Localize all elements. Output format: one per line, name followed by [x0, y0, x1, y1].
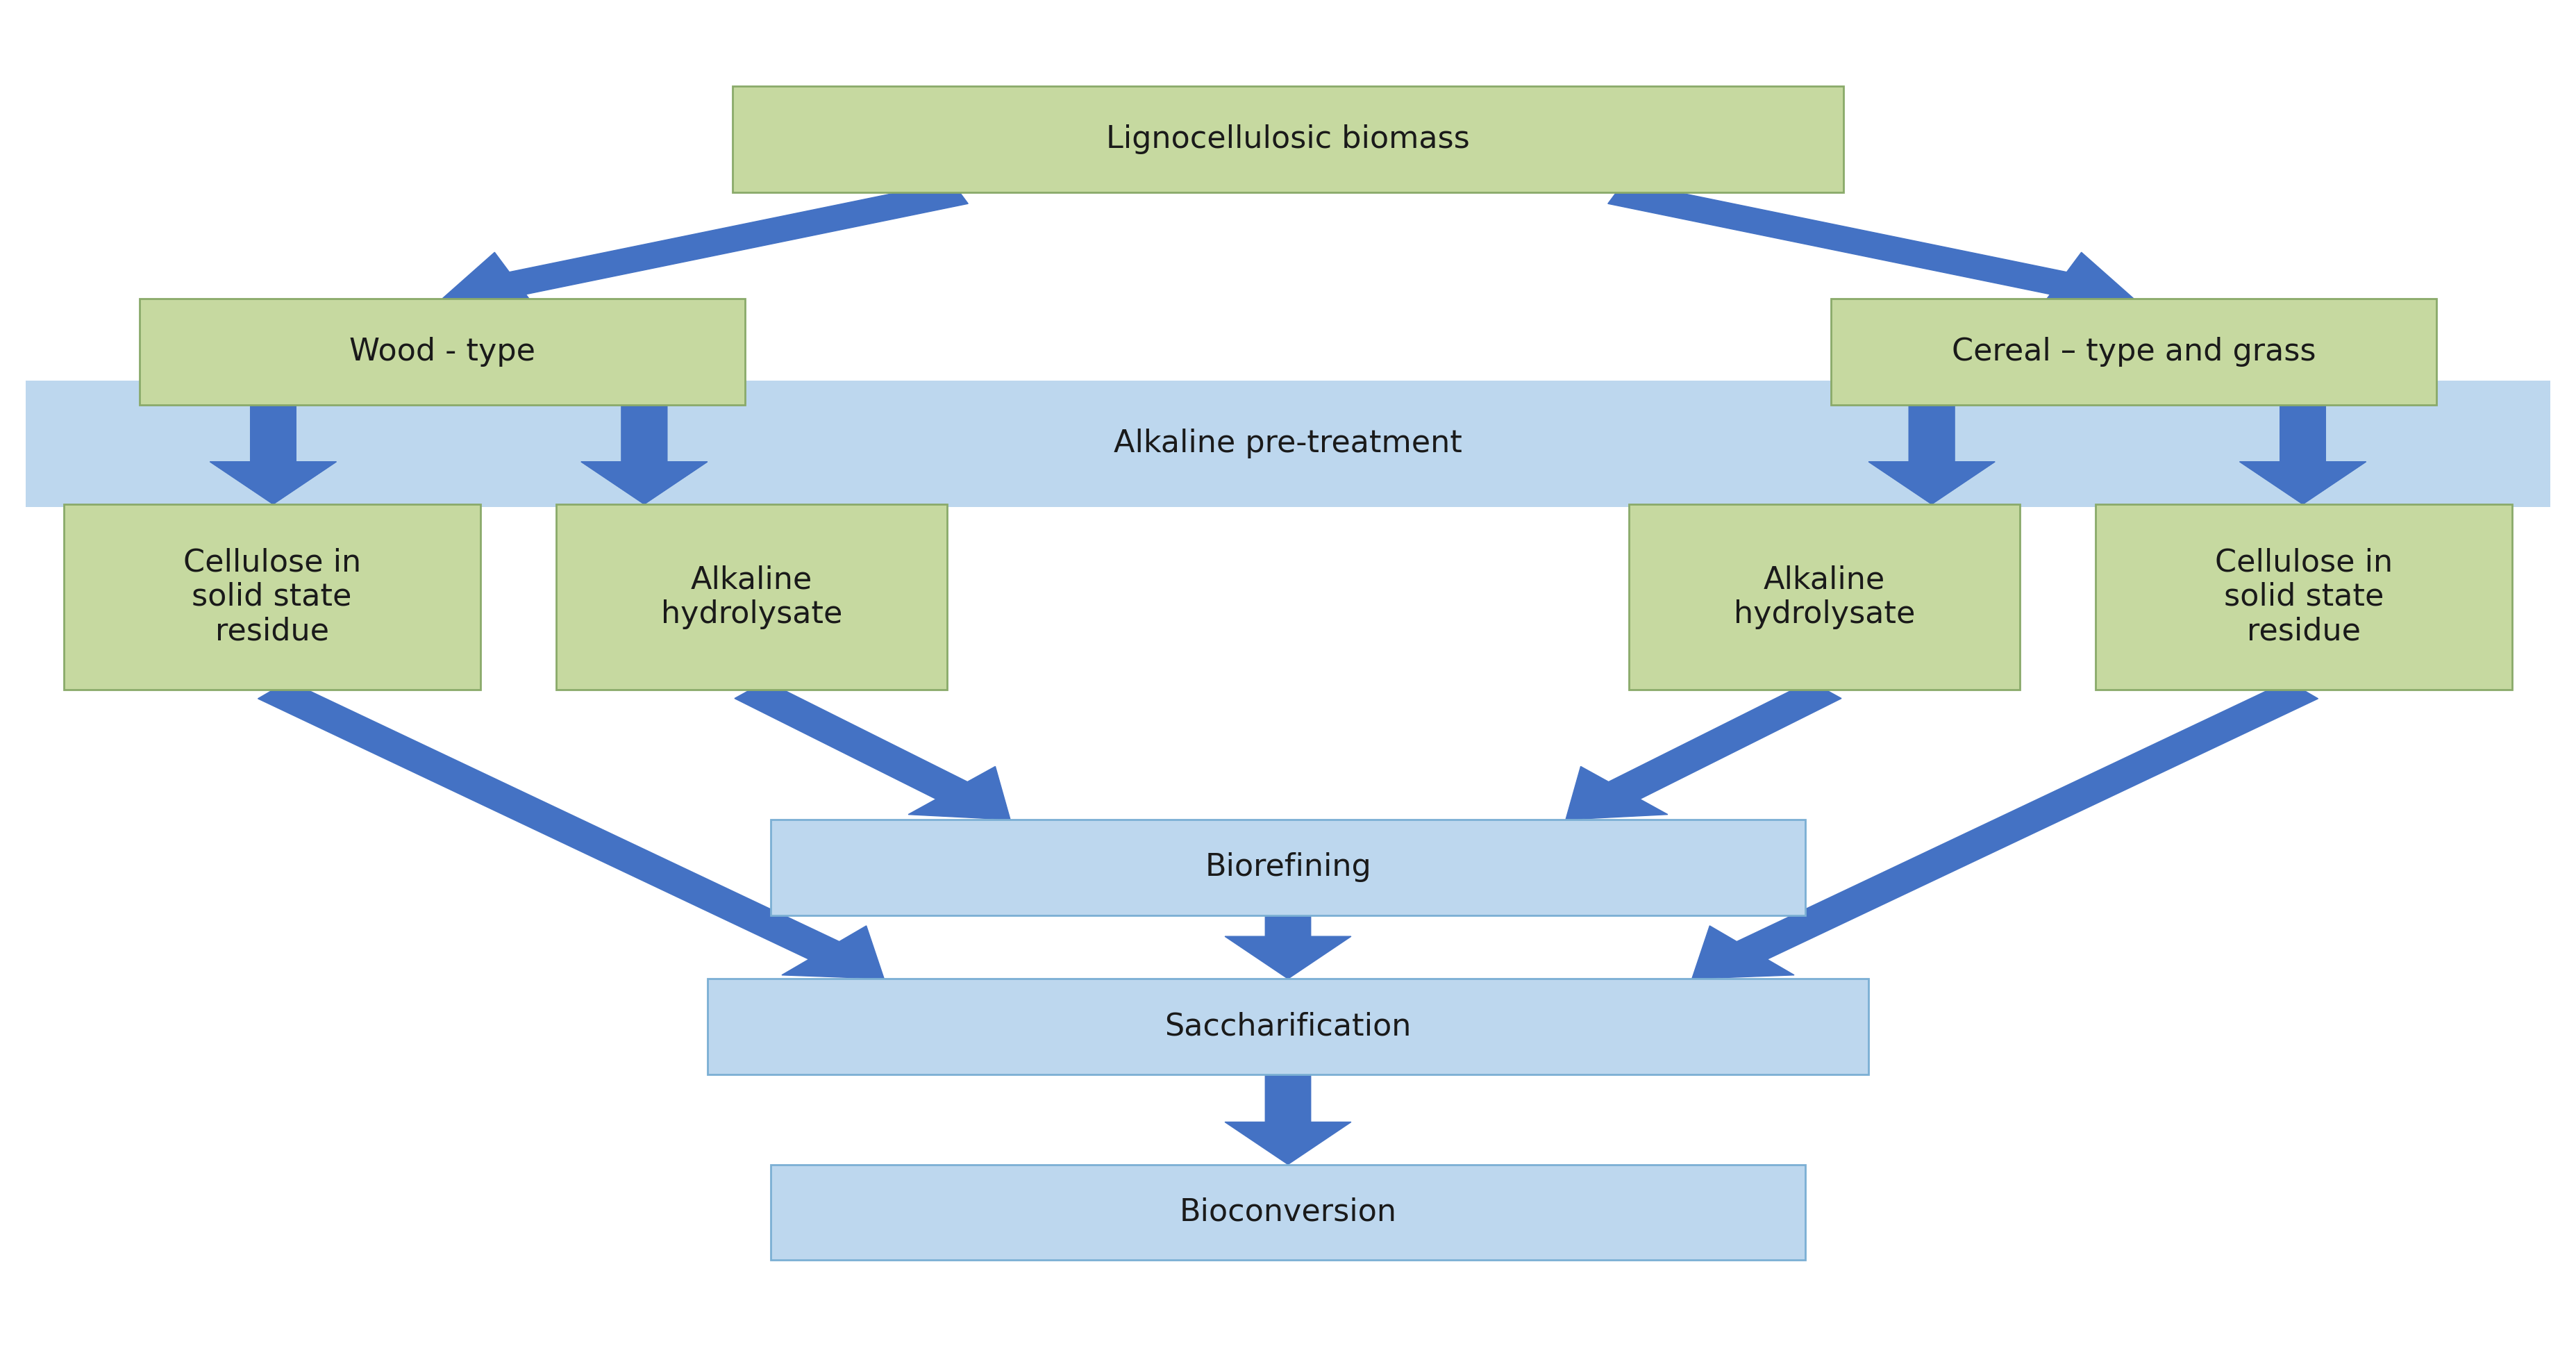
FancyArrow shape	[1868, 380, 1994, 505]
FancyArrow shape	[258, 681, 884, 978]
FancyArrow shape	[1226, 1074, 1352, 1165]
FancyArrow shape	[734, 681, 1010, 820]
FancyBboxPatch shape	[26, 380, 2550, 507]
FancyBboxPatch shape	[556, 505, 948, 690]
FancyArrow shape	[211, 380, 337, 505]
FancyBboxPatch shape	[2097, 505, 2512, 690]
FancyArrow shape	[1692, 681, 2318, 978]
FancyBboxPatch shape	[708, 978, 1868, 1074]
FancyArrow shape	[582, 405, 708, 505]
FancyBboxPatch shape	[1832, 299, 2437, 405]
Text: Alkaline
hydrolysate: Alkaline hydrolysate	[662, 564, 842, 629]
FancyBboxPatch shape	[139, 299, 744, 405]
FancyArrow shape	[1226, 915, 1352, 978]
FancyArrow shape	[1566, 681, 1842, 820]
Text: Biorefining: Biorefining	[1206, 852, 1370, 882]
FancyArrow shape	[582, 380, 708, 505]
FancyArrow shape	[211, 405, 337, 505]
FancyArrow shape	[443, 181, 969, 314]
Text: Saccharification: Saccharification	[1164, 1012, 1412, 1042]
FancyBboxPatch shape	[732, 87, 1844, 192]
FancyBboxPatch shape	[770, 820, 1806, 915]
FancyArrow shape	[2239, 405, 2365, 505]
FancyBboxPatch shape	[1628, 505, 2020, 690]
FancyArrow shape	[2239, 380, 2365, 505]
Text: Bioconversion: Bioconversion	[1180, 1197, 1396, 1227]
Text: Cereal – type and grass: Cereal – type and grass	[1953, 337, 2316, 367]
FancyBboxPatch shape	[64, 505, 479, 690]
Text: Alkaline
hydrolysate: Alkaline hydrolysate	[1734, 564, 1914, 629]
Text: Wood - type: Wood - type	[350, 337, 536, 367]
Text: Cellulose in
solid state
residue: Cellulose in solid state residue	[183, 548, 361, 647]
Text: Lignocellulosic biomass: Lignocellulosic biomass	[1105, 124, 1471, 154]
Text: Cellulose in
solid state
residue: Cellulose in solid state residue	[2215, 548, 2393, 647]
Text: Alkaline pre-treatment: Alkaline pre-treatment	[1113, 429, 1463, 459]
FancyBboxPatch shape	[770, 1165, 1806, 1260]
FancyArrow shape	[1607, 181, 2133, 314]
FancyArrow shape	[1868, 405, 1994, 505]
